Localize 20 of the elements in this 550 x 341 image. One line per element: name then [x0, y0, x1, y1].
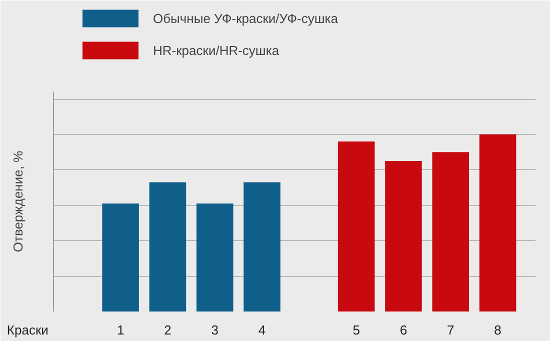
x-axis-title: Краски [6, 322, 48, 338]
x-tick-label: 5 [352, 322, 360, 338]
legend-label: Обычные УФ-краски/УФ-сушка [153, 10, 338, 26]
bar [479, 134, 516, 312]
bar [338, 142, 375, 312]
x-tick-label: 7 [447, 322, 454, 338]
legend-label: HR-краски/HR-сушка [153, 42, 280, 58]
x-tick-label: 8 [494, 322, 502, 338]
bar [385, 160, 422, 312]
bar [102, 203, 139, 312]
bar [432, 152, 470, 312]
x-tick-label: 6 [400, 322, 408, 338]
bar [196, 203, 234, 312]
x-tick-label: 4 [258, 322, 266, 338]
y-axis-title: Отверждение, % [10, 150, 26, 252]
x-tick-label: 1 [116, 322, 124, 338]
x-tick-label: 3 [211, 322, 218, 338]
bar [149, 182, 186, 312]
x-tick-label: 2 [164, 322, 172, 338]
bar [244, 182, 280, 312]
